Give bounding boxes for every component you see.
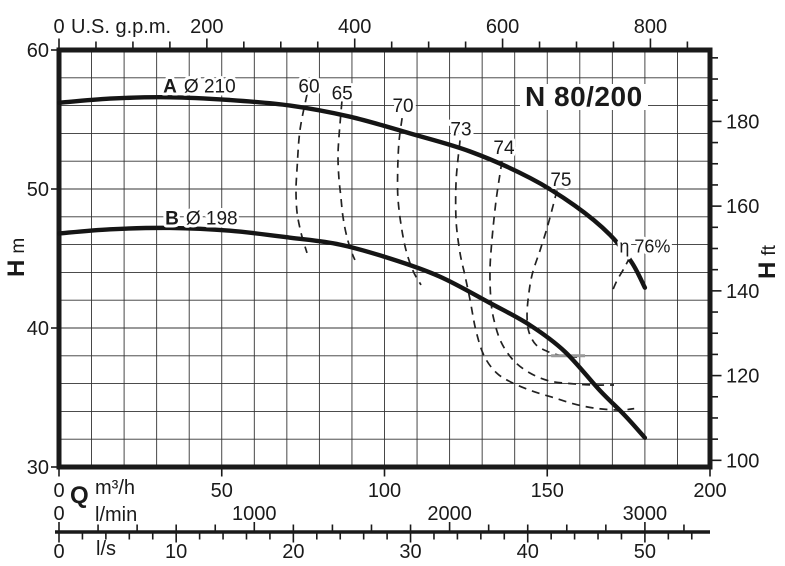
efficiency-curve-76 bbox=[611, 256, 631, 293]
ls-tick-label: 40 bbox=[517, 541, 539, 563]
head-symbol: H bbox=[3, 259, 30, 277]
feet-tick-label: 180 bbox=[726, 111, 759, 133]
usgpm-tick-label: 200 bbox=[190, 16, 223, 38]
usgpm-tick-label: 0 bbox=[53, 16, 64, 38]
usgpm-tick-label: 400 bbox=[338, 16, 371, 38]
feet-tick-label: 120 bbox=[726, 366, 759, 388]
efficiency-label-65: 65 bbox=[332, 84, 353, 105]
m3h-tick-label: 100 bbox=[368, 480, 401, 502]
ls-tick-label: 0 bbox=[53, 541, 64, 563]
usgpm-axis-unit-label: U.S. g.p.m. bbox=[71, 16, 172, 38]
meters-tick-label: 50 bbox=[27, 179, 49, 201]
efficiency-curve-65 bbox=[337, 101, 356, 261]
plot-border bbox=[56, 47, 713, 470]
feet-tick-label: 100 bbox=[726, 450, 759, 472]
efficiency-label-76: η 76% bbox=[619, 236, 670, 256]
usgpm-tick-label: 600 bbox=[486, 16, 519, 38]
meters-tick-label: 30 bbox=[27, 457, 49, 479]
pump-curve-B bbox=[56, 225, 648, 440]
efficiency-curve-60 bbox=[295, 94, 308, 254]
head-symbol-ft: H bbox=[754, 261, 781, 279]
efficiency-curve-74 bbox=[489, 161, 615, 386]
head-feet-axis-label: Hft bbox=[754, 245, 782, 279]
meters-tick-label: 60 bbox=[27, 40, 49, 62]
efficiency-label-70: 70 bbox=[392, 96, 413, 117]
efficiency-curve-75 bbox=[526, 190, 578, 359]
efficiency-label-73: 73 bbox=[450, 120, 471, 141]
usgpm-tick-label: 800 bbox=[634, 16, 667, 38]
feet-tick-label: 140 bbox=[726, 281, 759, 303]
head-meters-unit: m bbox=[8, 237, 29, 254]
pump-curve-A bbox=[56, 95, 648, 290]
efficiency-label-75: 75 bbox=[550, 170, 571, 191]
flow-symbol: Q bbox=[70, 482, 89, 509]
lmin-tick-label: 2000 bbox=[427, 503, 472, 525]
ls-tick-label: 50 bbox=[634, 541, 656, 563]
lmin-tick-label: 3000 bbox=[623, 503, 668, 525]
ls-axis-unit-label: l/s bbox=[96, 538, 116, 560]
m3h-tick-label: 50 bbox=[211, 480, 233, 502]
efficiency-curve-73 bbox=[454, 140, 635, 411]
meters-tick-label: 40 bbox=[27, 318, 49, 340]
lmin-tick-label: 0 bbox=[53, 503, 64, 525]
m3h-axis-unit-label: m³/h bbox=[95, 477, 135, 499]
ls-tick-label: 10 bbox=[165, 541, 187, 563]
ls-tick-label: 30 bbox=[399, 541, 421, 563]
m3h-tick-label: 0 bbox=[53, 480, 64, 502]
efficiency-label-74: 74 bbox=[493, 138, 515, 159]
head-feet-unit: ft bbox=[759, 245, 780, 256]
feet-tick-label: 160 bbox=[726, 196, 759, 218]
lmin-tick-label: 1000 bbox=[232, 503, 277, 525]
efficiency-label-60: 60 bbox=[298, 77, 319, 98]
m3h-tick-label: 150 bbox=[531, 480, 564, 502]
ls-tick-label: 20 bbox=[282, 541, 304, 563]
head-meters-axis-label: Hm bbox=[3, 238, 31, 277]
lmin-axis-unit-label: l/min bbox=[95, 504, 138, 526]
chart-title: N 80/200 bbox=[520, 83, 648, 111]
m3h-tick-label: 200 bbox=[693, 480, 726, 502]
